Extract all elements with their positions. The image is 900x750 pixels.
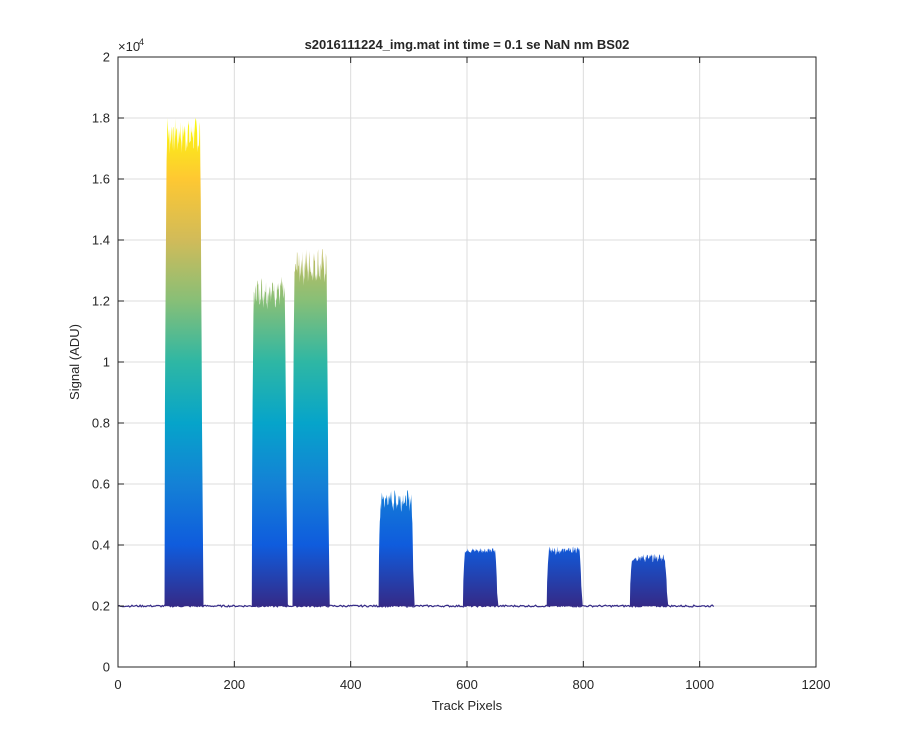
x-tick-label: 400	[340, 677, 362, 692]
grid-lines	[118, 57, 816, 667]
x-tick-label: 600	[456, 677, 478, 692]
peak-area-1	[163, 118, 204, 607]
x-tick-label: 200	[223, 677, 245, 692]
y-tick-label: 1	[103, 355, 110, 370]
x-tick-label: 1200	[802, 677, 831, 692]
peak-area-7	[628, 554, 669, 606]
y-tick-label: 0	[103, 660, 110, 675]
y-tick-label: 0.4	[92, 538, 110, 553]
y-exponent-power: 4	[139, 37, 144, 47]
x-ticks: 0 200 400 600 800 1000 1200	[114, 57, 830, 692]
y-tick-label: 0.2	[92, 599, 110, 614]
peak-area-2	[250, 276, 288, 606]
y-exponent-base: ×10	[118, 39, 140, 54]
x-tick-label: 0	[114, 677, 121, 692]
peak-area-5	[461, 548, 499, 606]
peak-area-6	[545, 546, 583, 606]
baseline-trace	[117, 604, 715, 608]
x-tick-label: 1000	[685, 677, 714, 692]
peak-area-4	[377, 490, 415, 606]
y-ticks: 0 0.2 0.4 0.6 0.8 1 1.2 1.4 1.6 1.8 2	[92, 50, 816, 675]
y-tick-label: 1.6	[92, 172, 110, 187]
chart-title: s2016111224_img.mat int time = 0.1 se Na…	[305, 37, 630, 52]
y-tick-label: 1.4	[92, 233, 110, 248]
x-axis-label: Track Pixels	[432, 698, 503, 713]
peak-area-3	[291, 249, 330, 606]
y-tick-label: 1.8	[92, 111, 110, 126]
y-axis-label: Signal (ADU)	[67, 324, 82, 400]
data-series	[117, 118, 715, 608]
y-tick-label: 0.8	[92, 416, 110, 431]
y-tick-label: 2	[103, 50, 110, 65]
y-tick-label: 1.2	[92, 294, 110, 309]
y-tick-label: 0.6	[92, 477, 110, 492]
x-tick-label: 800	[572, 677, 594, 692]
